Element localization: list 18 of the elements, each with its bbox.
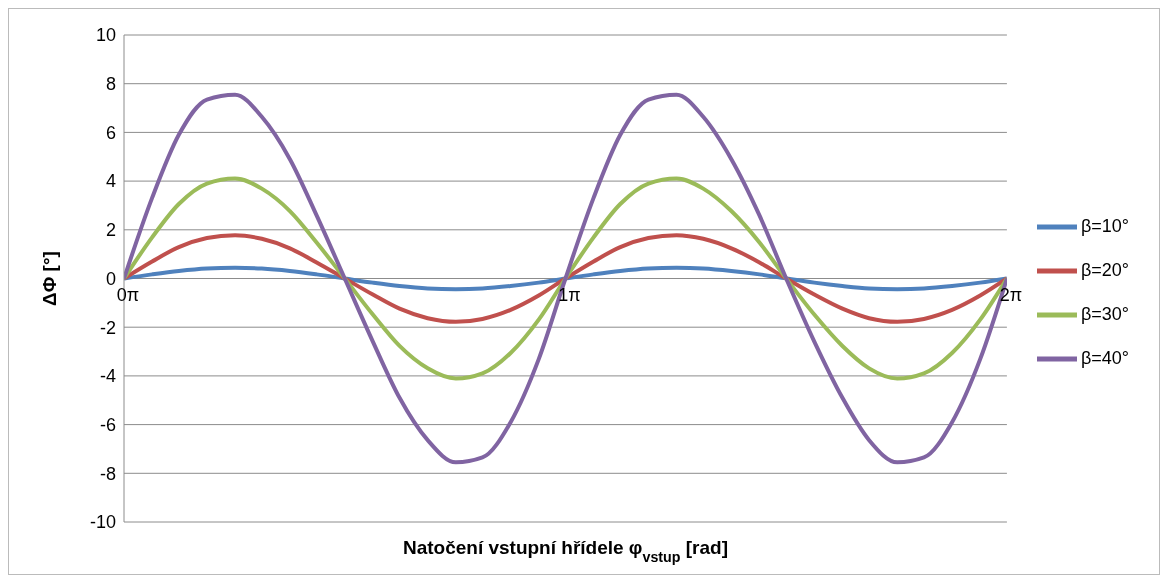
y-tick-label: 4 xyxy=(105,171,116,192)
y-tick-label: -2 xyxy=(99,317,116,338)
legend-label: β=30° xyxy=(1080,303,1129,324)
y-axis-title: ΔΦ [°] xyxy=(38,251,60,306)
x-axis-title: Natočení vstupní hřídele φ$_{vstup}$ [rad] xyxy=(402,537,728,565)
y-tick-label: 6 xyxy=(105,122,116,143)
y-tick-label: 8 xyxy=(105,74,116,95)
legend-label: β=40° xyxy=(1080,347,1129,368)
y-tick-label: 0 xyxy=(105,268,116,289)
y-tick-label: -10 xyxy=(89,512,116,533)
x-tick-label: 0π xyxy=(116,284,140,305)
y-tick-label: 2 xyxy=(105,220,116,241)
y-tick-label: 10 xyxy=(95,25,116,46)
y-tick-label: -6 xyxy=(99,414,116,435)
legend-label: β=20° xyxy=(1080,259,1129,280)
y-tick-label: -8 xyxy=(99,463,116,484)
legend-label: β=10° xyxy=(1080,215,1129,236)
y-tick-label: -4 xyxy=(99,366,116,387)
